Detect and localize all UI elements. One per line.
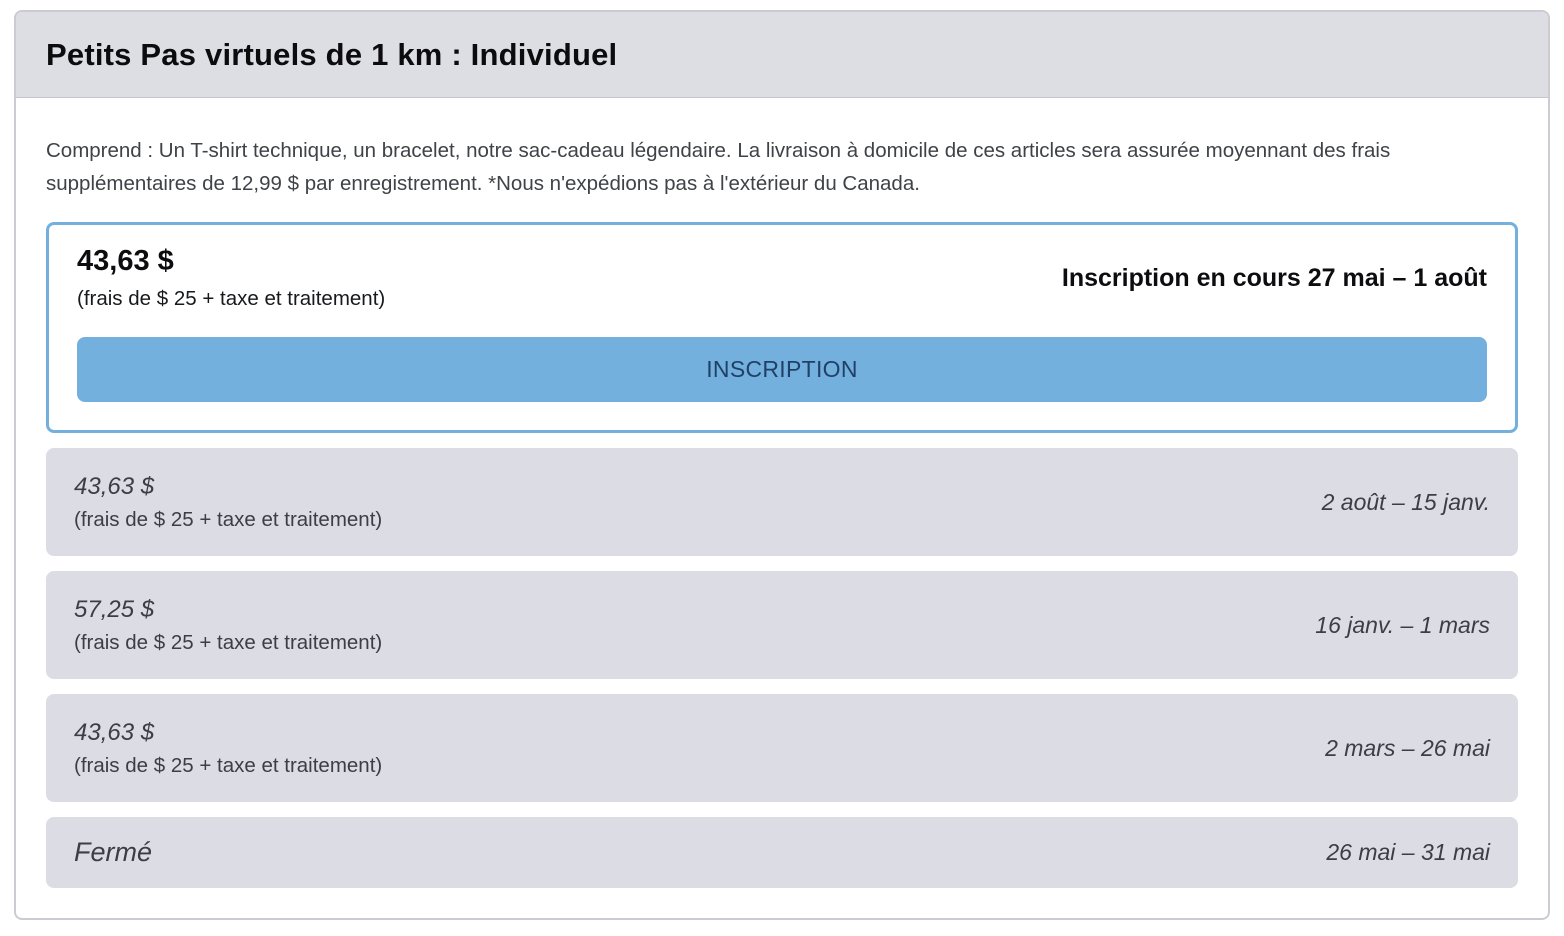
period-fees-note: (frais de $ 25 + taxe et traitement) — [74, 753, 383, 777]
active-price: 43,63 $ — [77, 245, 174, 277]
registration-panel: Petits Pas virtuels de 1 km : Individuel… — [14, 10, 1550, 920]
period-price-block: 43,63 $ (frais de $ 25 + taxe et traitem… — [74, 473, 382, 532]
period-dates: 26 mai – 31 mai — [1326, 839, 1490, 865]
registration-status: Inscription en cours 27 mai – 1 août — [1061, 263, 1487, 292]
period-fees-note: (frais de $ 25 + taxe et traitement) — [74, 630, 383, 654]
period-dates: 16 janv. – 1 mars — [1315, 611, 1490, 638]
period-price-block: Fermé — [74, 837, 152, 868]
panel-content: Comprend : Un T-shirt technique, un brac… — [16, 98, 1548, 888]
active-fees-note: (frais de $ 25 + taxe et traitement) — [77, 287, 386, 310]
pricing-period-row-closed: Fermé 26 mai – 31 mai — [46, 817, 1518, 888]
active-card-header: 43,63 $ (frais de $ 25 + taxe et traitem… — [77, 245, 1487, 311]
period-dates: 2 août – 15 janv. — [1321, 488, 1490, 515]
period-price: 43,63 $ — [74, 718, 155, 746]
description-text: Comprend : Un T-shirt technique, un brac… — [46, 139, 1391, 195]
active-registration-card: 43,63 $ (frais de $ 25 + taxe et traitem… — [46, 222, 1518, 433]
page-title: Petits Pas virtuels de 1 km : Individuel — [46, 36, 618, 72]
period-price: 57,25 $ — [74, 595, 155, 623]
period-price: 43,63 $ — [74, 472, 155, 500]
period-price-block: 43,63 $ (frais de $ 25 + taxe et traitem… — [74, 719, 382, 778]
period-dates: 2 mars – 26 mai — [1325, 734, 1490, 761]
period-price: Fermé — [74, 837, 153, 867]
active-price-block: 43,63 $ (frais de $ 25 + taxe et traitem… — [77, 245, 385, 311]
pricing-period-row: 43,63 $ (frais de $ 25 + taxe et traitem… — [46, 448, 1518, 556]
pricing-period-row: 57,25 $ (frais de $ 25 + taxe et traitem… — [46, 571, 1518, 679]
period-price-block: 57,25 $ (frais de $ 25 + taxe et traitem… — [74, 596, 382, 655]
pricing-period-row: 43,63 $ (frais de $ 25 + taxe et traitem… — [46, 694, 1518, 802]
period-fees-note: (frais de $ 25 + taxe et traitement) — [74, 507, 383, 531]
inscription-button[interactable]: INSCRIPTION — [77, 337, 1487, 402]
panel-header: Petits Pas virtuels de 1 km : Individuel — [16, 12, 1548, 98]
